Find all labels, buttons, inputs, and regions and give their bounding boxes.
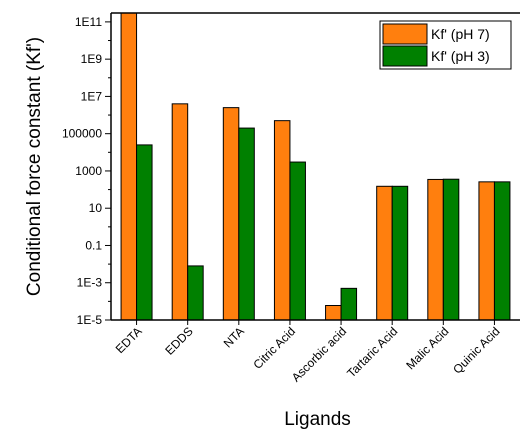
- y-tick-label: 1E7: [81, 89, 103, 103]
- y-tick-label: 0.1: [85, 238, 102, 252]
- bar-ph7: [222, 107, 240, 321]
- bar-ph7: [376, 185, 393, 321]
- x-tick-label: NTA: [221, 324, 247, 350]
- axes-layer: [110, 12, 520, 321]
- y-tick-label: 1E11: [75, 15, 102, 29]
- x-tick-label: Citric Acid: [250, 324, 298, 372]
- y-ticks: 1E-5 1E-3 0.1 10 1000 100000 1E7 1E9 1E11: [62, 15, 111, 327]
- bar-ph3: [187, 265, 204, 321]
- bar-ph7: [325, 305, 342, 321]
- bar-ph3: [391, 185, 409, 321]
- bar-ph7: [171, 103, 189, 321]
- bar-ph3: [340, 287, 358, 321]
- legend: Kf' (pH 7) Kf' (pH 3): [379, 20, 512, 70]
- y-axis-title: Conditional force constant (Kf'): [24, 37, 45, 296]
- x-tick-label: EDDS: [162, 324, 195, 357]
- x-tick-label: Quinic Acid: [450, 324, 502, 376]
- bar-ph3: [493, 181, 511, 321]
- bars-layer: [120, 12, 511, 321]
- legend-swatch-ph7: [382, 23, 428, 45]
- x-axis-title: Ligands: [284, 409, 351, 430]
- legend-label-ph7: Kf' (pH 7): [431, 26, 490, 42]
- bar-ph7: [273, 120, 291, 321]
- x-tick-label: Tartaric Acid: [344, 324, 400, 380]
- bar-ph7: [427, 178, 444, 321]
- y-tick-label: 1E9: [81, 52, 103, 66]
- x-tick-label: Ascorbic acid: [289, 324, 349, 384]
- x-tick-label: EDTA: [113, 324, 145, 356]
- y-tick-label: 1E-5: [77, 313, 103, 327]
- bar-ph3: [136, 144, 153, 321]
- bar-ph3: [289, 161, 306, 321]
- y-tick-label: 1E-3: [77, 276, 103, 290]
- bar-ph7: [478, 181, 495, 321]
- x-tick-label: Malic Acid: [403, 324, 451, 372]
- y-tick-label: 100000: [62, 127, 102, 141]
- y-tick-label: 10: [89, 201, 103, 215]
- bar-ph3: [442, 178, 460, 321]
- bar-ph7: [120, 12, 138, 321]
- legend-label-ph3: Kf' (pH 3): [431, 48, 490, 64]
- legend-swatch-ph3: [382, 45, 428, 67]
- y-tick-label: 1000: [75, 164, 102, 178]
- bar-ph3: [238, 127, 255, 321]
